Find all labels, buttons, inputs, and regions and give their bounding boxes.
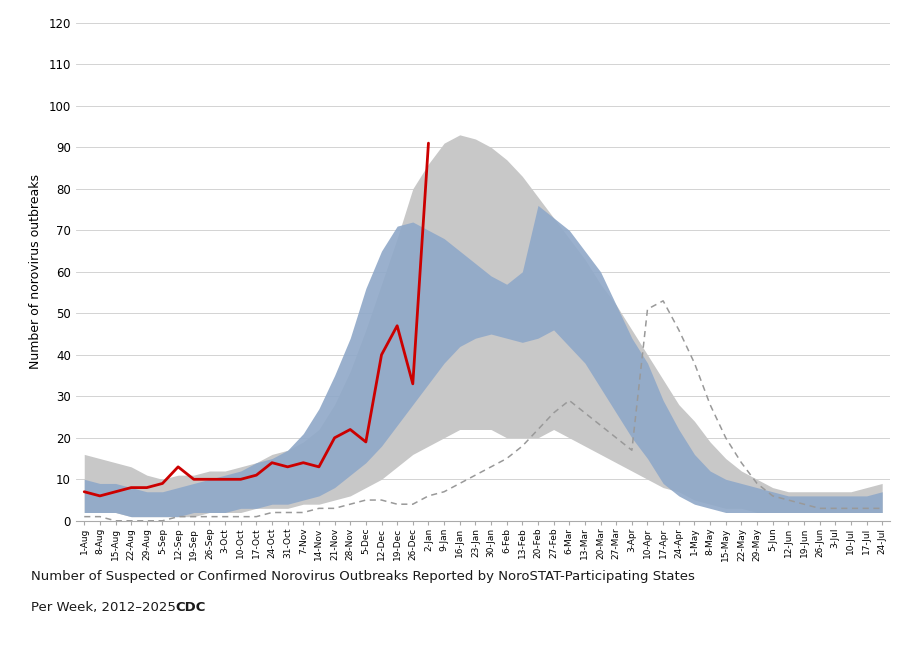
Text: Number of Suspected or Confirmed Norovirus Outbreaks Reported by NoroSTAT-Partic: Number of Suspected or Confirmed Norovir… xyxy=(31,570,695,583)
Y-axis label: Number of norovirus outbreaks: Number of norovirus outbreaks xyxy=(29,174,41,369)
Text: CDC: CDC xyxy=(175,601,206,614)
Text: Per Week, 2012–2025: Per Week, 2012–2025 xyxy=(31,601,176,614)
